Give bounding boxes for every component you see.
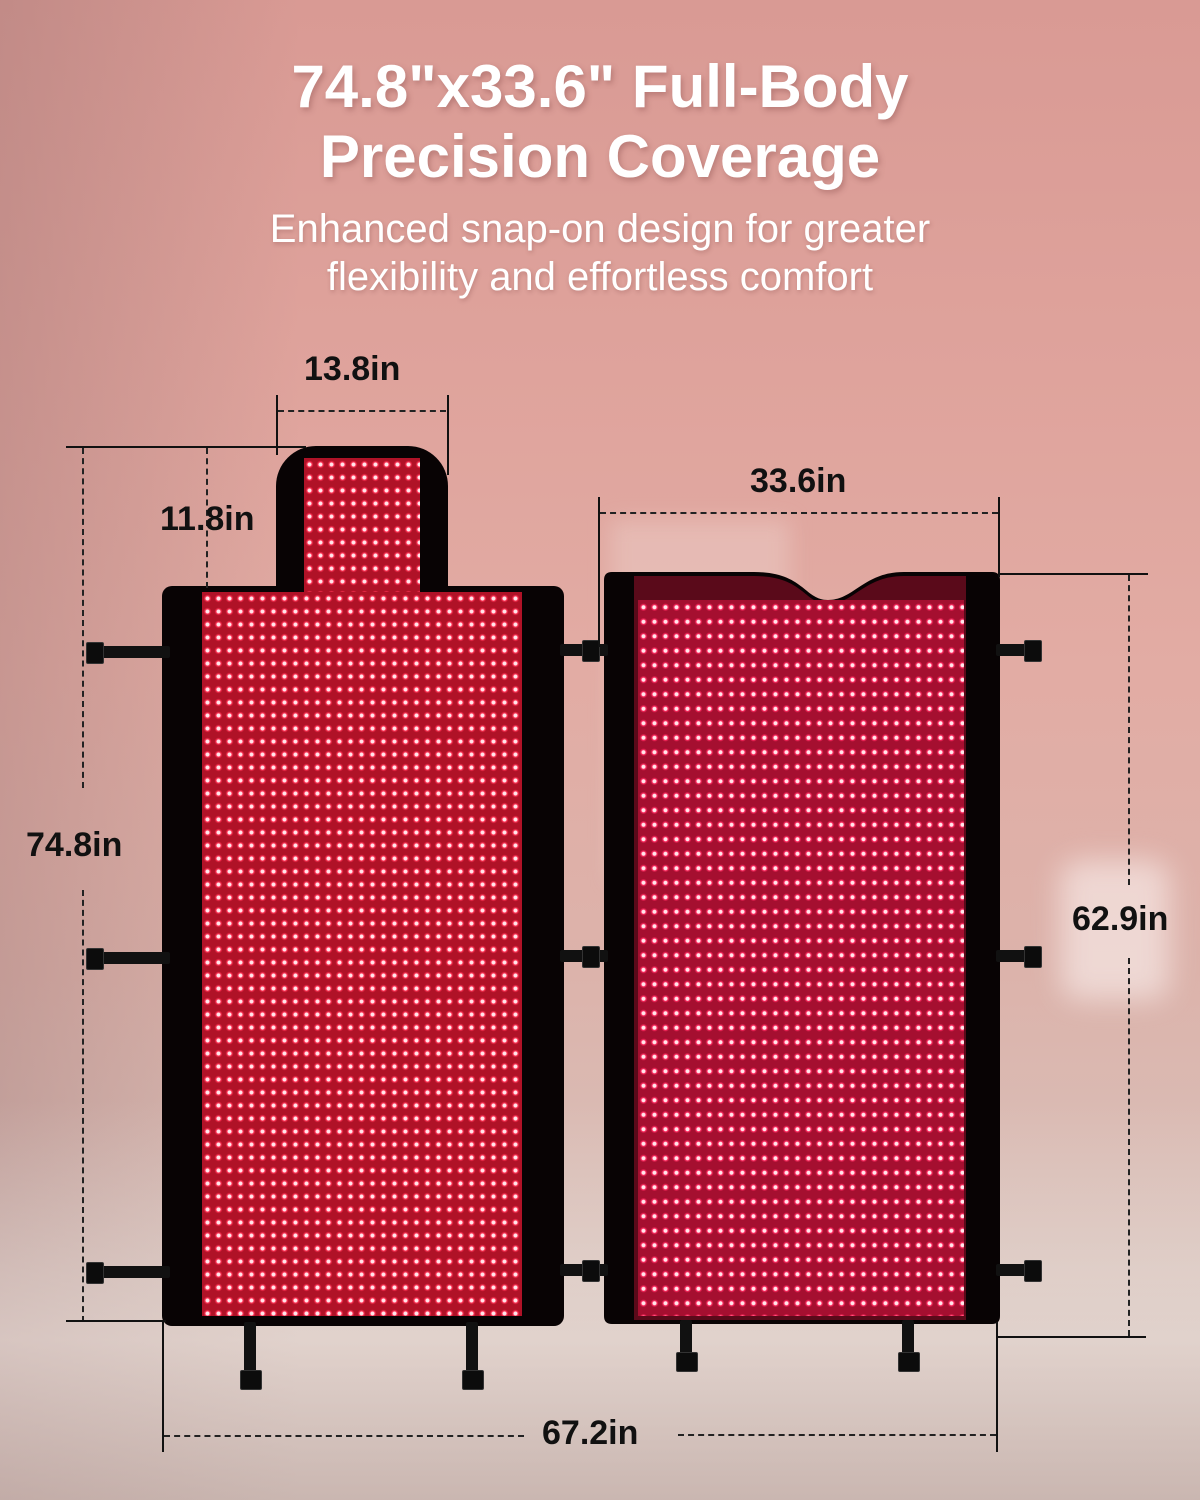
dimension-head-height: 11.8in	[160, 500, 255, 538]
right-top-reference-line	[998, 573, 1148, 575]
dimension-head-width: 13.8in	[304, 350, 401, 388]
dimension-right-height: 62.9in	[1072, 900, 1169, 938]
background-lamp	[1060, 860, 1170, 1000]
right-height-dash-bottom	[1128, 958, 1130, 1336]
combined-width-dash-right	[678, 1434, 996, 1436]
combined-width-dash-left	[164, 1435, 524, 1437]
body-led-array	[202, 592, 522, 1316]
head-height-dash	[206, 448, 208, 588]
total-height-dash-bottom	[82, 890, 84, 1322]
head-led-array	[304, 458, 420, 598]
head-width-tick-right	[447, 395, 449, 475]
right-led-array	[638, 600, 964, 1316]
headline-line-1: 74.8"x33.6" Full-Body	[291, 53, 909, 120]
combined-width-tick-right	[996, 1322, 998, 1452]
total-height-dash-top	[82, 448, 84, 788]
subheadline-line-1: Enhanced snap-on design for greater	[269, 207, 931, 251]
right-width-tick-right	[998, 497, 1000, 577]
head-width-tick-left	[276, 395, 278, 455]
right-width-dash	[600, 512, 998, 514]
combined-width-tick-left	[162, 1322, 164, 1452]
head-width-dash	[278, 410, 446, 412]
bottom-reference-line-left	[66, 1320, 166, 1322]
right-height-dash-top	[1128, 575, 1130, 885]
dimension-combined-width: 67.2in	[542, 1414, 639, 1452]
right-width-tick-left	[598, 497, 600, 647]
subheadline-line-2: flexibility and effortless comfort	[326, 255, 874, 299]
dimension-right-width: 33.6in	[750, 462, 847, 500]
headline-line-2: Precision Coverage	[319, 123, 881, 190]
head-top-reference-line	[66, 446, 306, 448]
right-bottom-reference-line	[998, 1336, 1146, 1338]
dimension-total-height: 74.8in	[26, 826, 123, 864]
